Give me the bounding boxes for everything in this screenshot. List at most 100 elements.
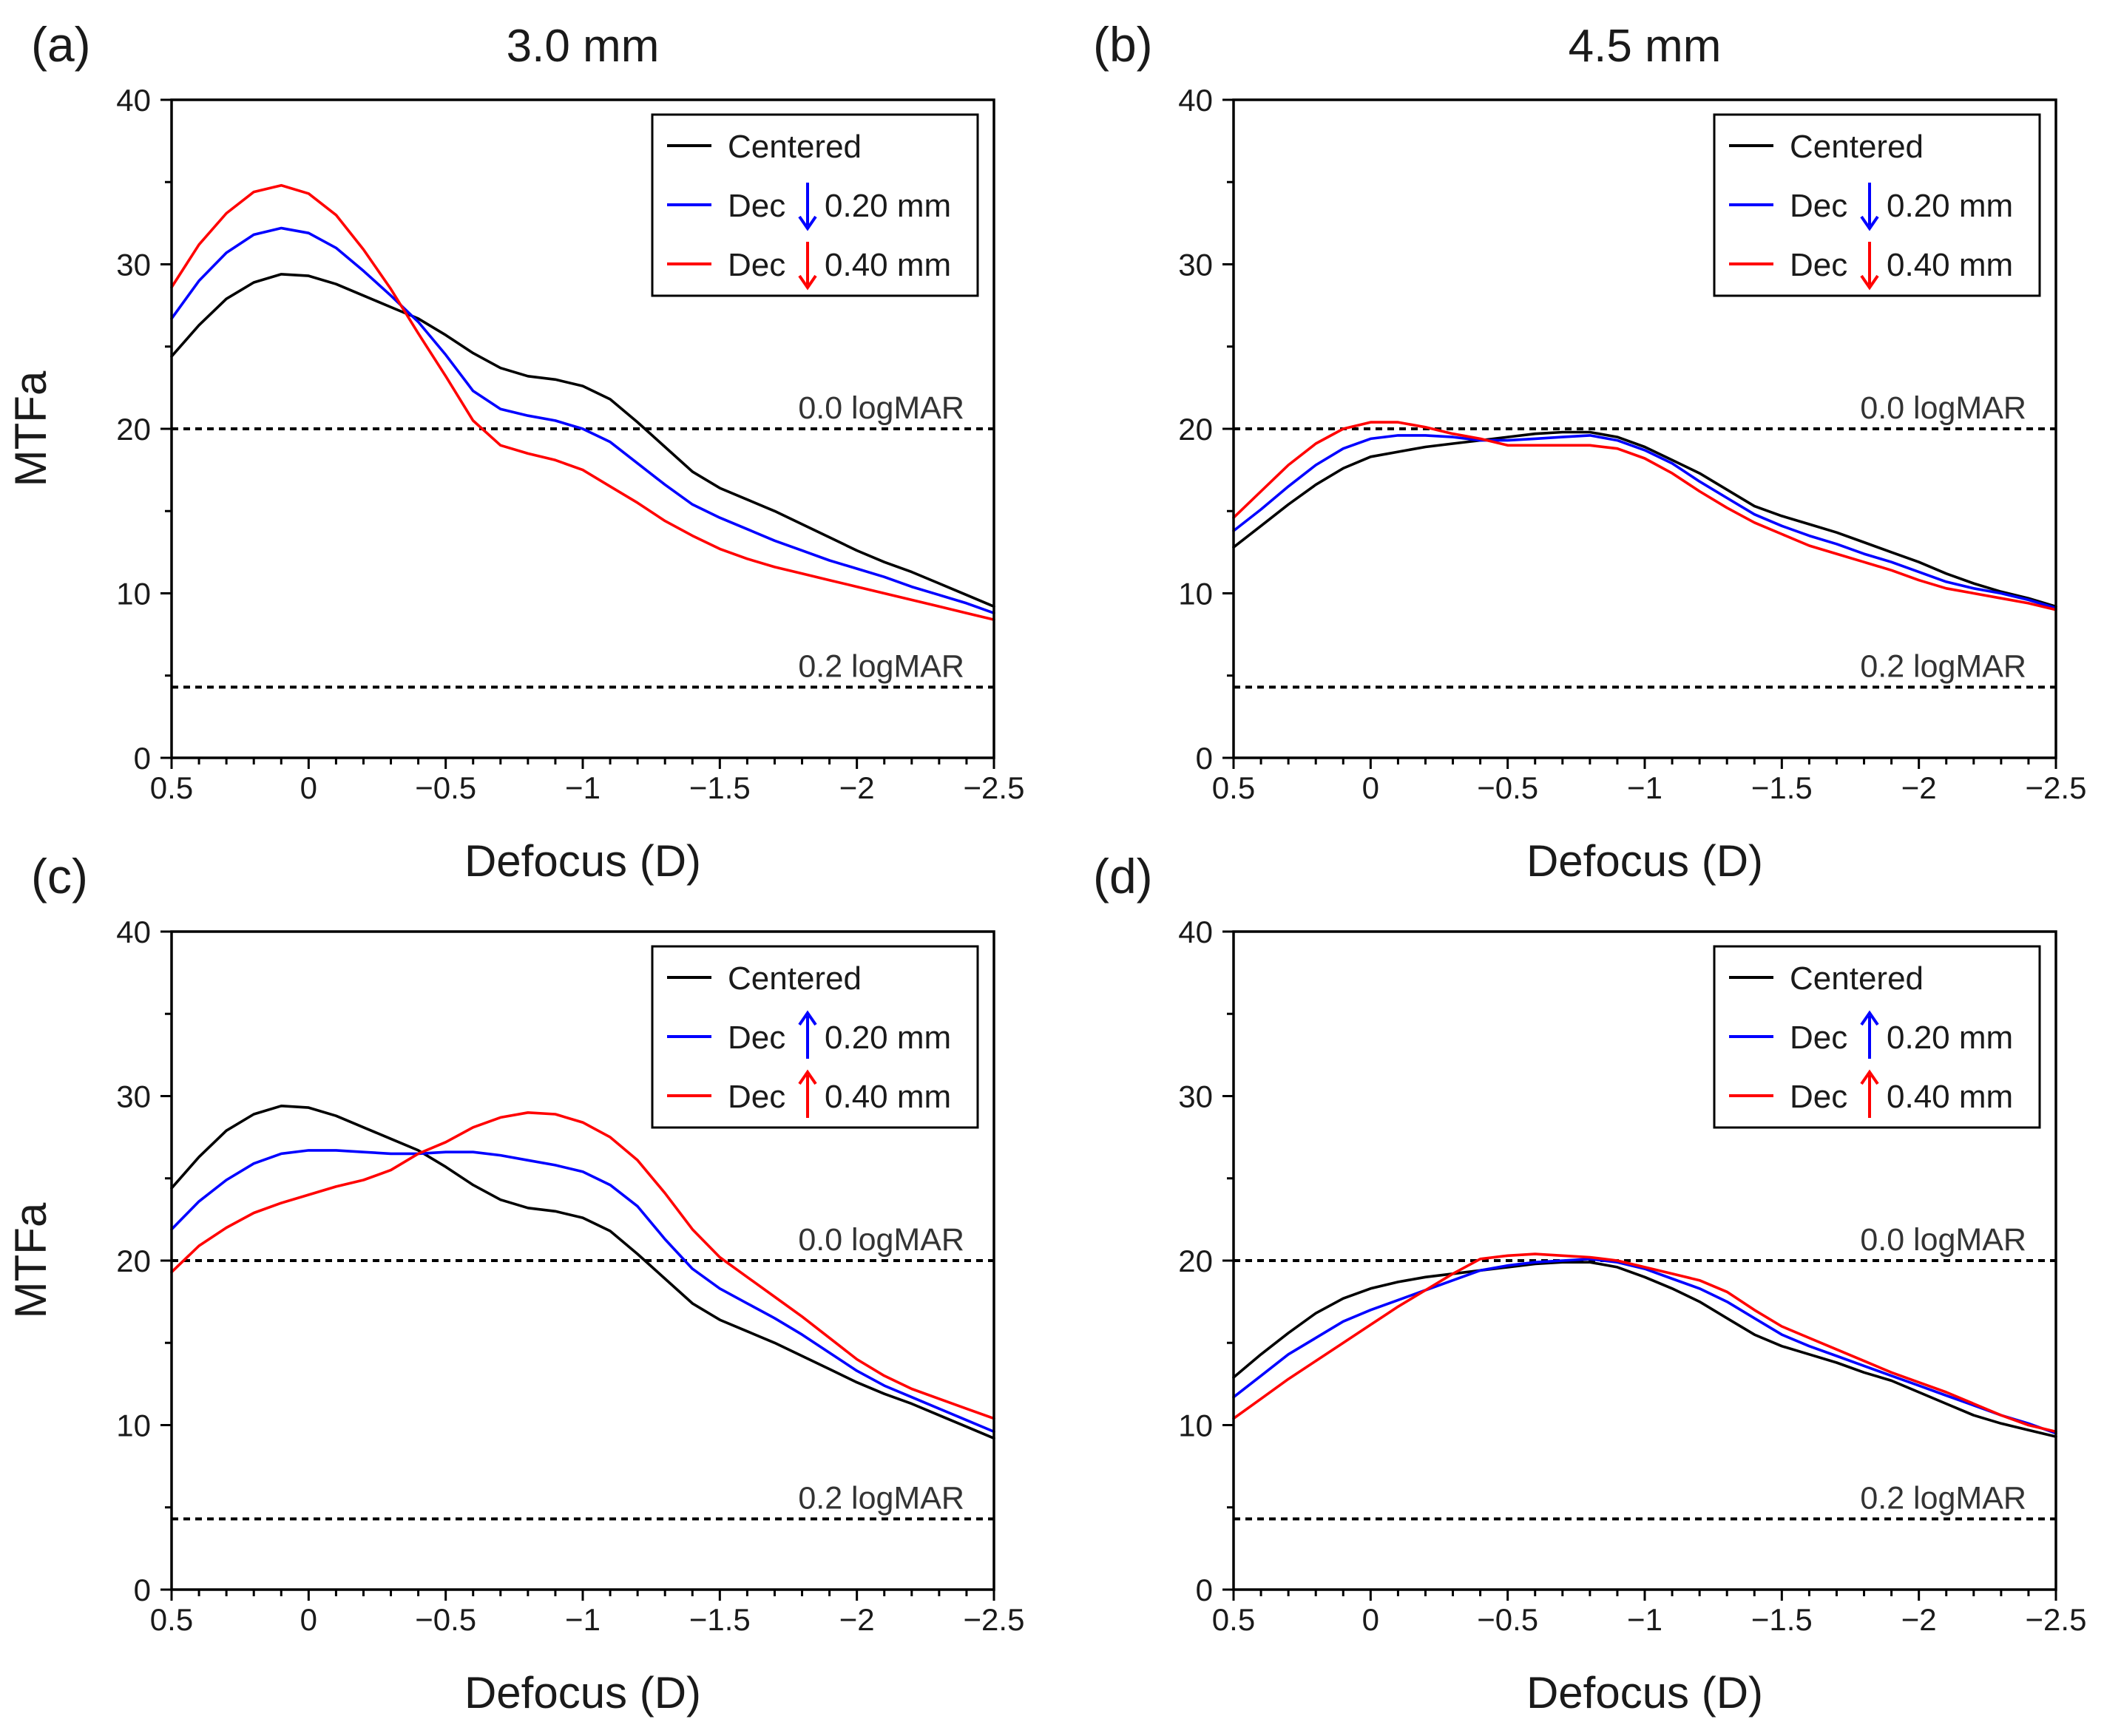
y-tick-label: 0	[134, 1573, 151, 1607]
legend-label: Dec	[1790, 1079, 1847, 1115]
arrow-down-icon	[798, 242, 817, 291]
series-line-dec-020	[170, 1149, 995, 1434]
x-tick-label: −1.5	[689, 770, 751, 805]
series-line-dec-020	[1232, 434, 2057, 610]
y-tick-label: 30	[1178, 248, 1213, 282]
legend-value: 0.20 mm	[1887, 188, 2013, 224]
x-tick-label: −1.5	[1751, 1602, 1813, 1637]
y-axis-title: MTFa	[6, 370, 55, 486]
x-tick-label: 0.5	[150, 1602, 193, 1637]
reference-line-label: 0.2 logMAR	[1860, 648, 2026, 684]
legend-label: Dec	[728, 1079, 785, 1115]
reference-line-label: 0.0 logMAR	[798, 1222, 964, 1258]
reference-line-label: 0.2 logMAR	[798, 648, 964, 684]
reference-line-label: 0.0 logMAR	[1860, 1222, 2026, 1258]
x-tick-label: −0.5	[415, 1602, 476, 1637]
x-tick-label: −1.5	[689, 1602, 751, 1637]
legend-label: Dec	[728, 247, 785, 283]
x-tick-label: 0.5	[1212, 770, 1255, 805]
arrow-head	[798, 215, 817, 231]
reference-line-label: 0.2 logMAR	[798, 1480, 964, 1516]
legend-label: Dec	[1790, 188, 1847, 224]
legend-value: 0.20 mm	[1887, 1020, 2013, 1056]
x-tick-label: 0.5	[150, 770, 193, 805]
arrow-head	[1860, 1010, 1879, 1026]
x-tick-label: −1	[565, 770, 601, 805]
x-tick-label: 0	[300, 1602, 317, 1637]
arrow-up-icon	[1860, 1010, 1879, 1059]
y-axis-title: MTFa	[6, 1202, 55, 1318]
y-tick-label: 40	[1178, 83, 1213, 118]
y-tick-label: 10	[1178, 1408, 1213, 1443]
legend-value: 0.40 mm	[1887, 247, 2013, 283]
y-tick-label: 30	[1178, 1079, 1213, 1114]
series-line-dec-040	[170, 1111, 995, 1420]
y-tick-label: 20	[1178, 1244, 1213, 1278]
y-tick-label: 40	[116, 915, 151, 949]
x-tick-label: −1	[1627, 1602, 1662, 1637]
x-tick-label: −1.5	[1751, 770, 1813, 805]
x-tick-label: −2.5	[2026, 770, 2087, 805]
panel-label: (b)	[1093, 17, 1153, 72]
y-tick-label: 20	[116, 1244, 151, 1278]
legend: Centered Dec 0.20 mm Dec 0.40 mm	[1713, 945, 2041, 1129]
arrow-head	[798, 1069, 817, 1085]
legend-label: Dec	[728, 188, 785, 224]
series-line-dec-040	[1232, 421, 2057, 611]
arrow-up-icon	[798, 1069, 817, 1118]
y-tick-label: 40	[116, 83, 151, 118]
x-tick-label: 0	[1362, 770, 1379, 805]
y-tick-label: 20	[1178, 412, 1213, 447]
arrow-down-icon	[1860, 183, 1879, 231]
x-tick-label: −0.5	[1477, 770, 1538, 805]
x-tick-label: −2	[1901, 1602, 1937, 1637]
y-tick-label: 30	[116, 248, 151, 282]
legend-value: 0.40 mm	[1887, 1079, 2013, 1115]
series-line-centered	[170, 273, 995, 608]
arrow-head	[1860, 215, 1879, 231]
legend-value: 0.20 mm	[825, 188, 951, 224]
legend-label: Dec	[728, 1020, 785, 1056]
y-tick-label: 30	[116, 1079, 151, 1114]
series-line-centered	[1232, 1261, 2057, 1438]
arrow-down-icon	[1860, 242, 1879, 291]
y-tick-label: 0	[1196, 741, 1213, 776]
x-tick-label: −2.5	[964, 770, 1025, 805]
series-line-dec-040	[1232, 1252, 2057, 1434]
legend: Centered Dec 0.20 mm Dec 0.40 mm	[651, 945, 979, 1129]
legend-value: 0.40 mm	[825, 247, 951, 283]
series-line-dec-020	[1232, 1258, 2057, 1435]
x-axis-title: Defocus (D)	[1526, 836, 1763, 886]
arrow-up-icon	[798, 1010, 817, 1059]
panel-label: (a)	[31, 17, 91, 72]
arrow-down-icon	[798, 183, 817, 231]
arrow-head	[1860, 274, 1879, 291]
x-tick-label: −2	[1901, 770, 1937, 805]
arrow-up-icon	[1860, 1069, 1879, 1118]
legend-label: Centered	[728, 960, 862, 997]
y-tick-label: 0	[1196, 1573, 1213, 1607]
y-tick-label: 20	[116, 412, 151, 447]
x-axis-title: Defocus (D)	[464, 836, 701, 886]
legend-value: 0.20 mm	[825, 1020, 951, 1056]
series-line-centered	[1232, 430, 2057, 608]
x-tick-label: 0	[300, 770, 317, 805]
x-tick-label: −2	[839, 1602, 875, 1637]
y-tick-label: 10	[116, 577, 151, 611]
y-tick-label: 0	[134, 741, 151, 776]
legend-label: Dec	[1790, 247, 1847, 283]
x-tick-label: −2.5	[964, 1602, 1025, 1637]
series-line-dec-040	[170, 183, 995, 621]
x-tick-label: 0	[1362, 1602, 1379, 1637]
x-tick-label: −0.5	[415, 770, 476, 805]
legend-value: 0.40 mm	[825, 1079, 951, 1115]
arrow-head	[798, 274, 817, 291]
panel-label: (d)	[1093, 849, 1153, 903]
panel-label: (c)	[31, 849, 88, 903]
x-axis-title: Defocus (D)	[1526, 1668, 1763, 1718]
